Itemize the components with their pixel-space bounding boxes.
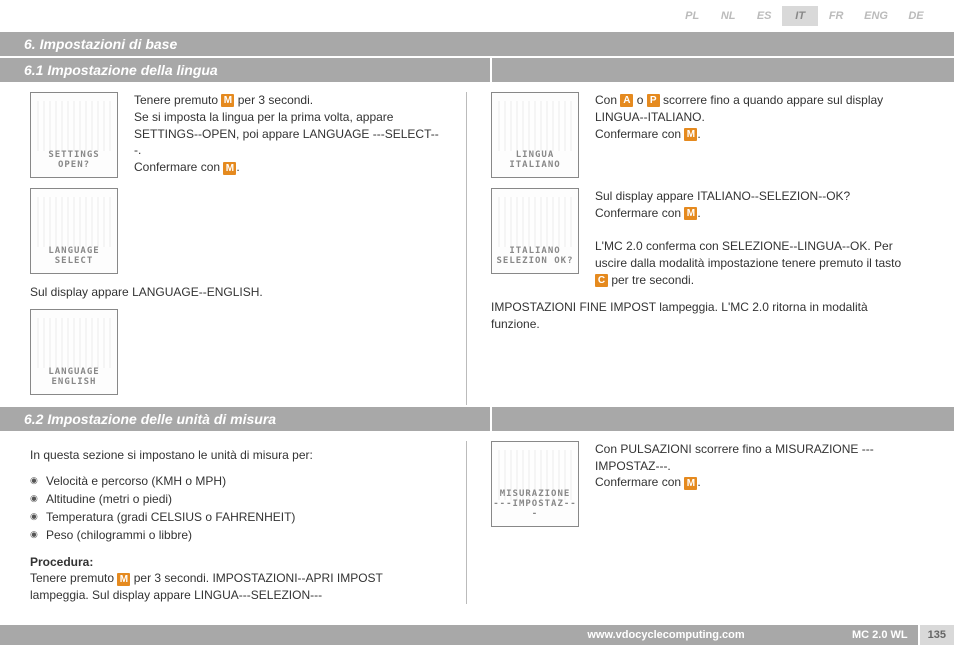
a-key-icon: A [620, 94, 633, 107]
units-list: Velocità e percorso (KMH o MPH) Altitudi… [30, 472, 442, 544]
text-display-english: Sul display appare LANGUAGE--ENGLISH. [30, 284, 442, 301]
section-6-1-header: 6.1 Impostazione della lingua [0, 58, 490, 82]
text-fine-impost: IMPOSTAZIONI FINE IMPOST lampeggia. L'MC… [491, 299, 903, 333]
m-key-icon: M [221, 94, 234, 107]
lcd-settings: SETTINGSOPEN? [30, 92, 118, 178]
footer-url: www.vdocyclecomputing.com [490, 625, 842, 645]
lcd-misurazione: MISURAZIONE---IMPOSTAZ--- [491, 441, 579, 527]
c-key-icon: C [595, 274, 608, 287]
m-key-icon: M [684, 128, 697, 141]
lang-tab-pl[interactable]: PL [674, 6, 710, 26]
lang-tab-it[interactable]: IT [782, 6, 818, 26]
list-item: Velocità e percorso (KMH o MPH) [30, 472, 442, 490]
p-key-icon: P [647, 94, 660, 107]
lcd-italiano-ok: ITALIANOSELEZION OK? [491, 188, 579, 274]
lcd-lingua-italiano: LINGUAITALIANO [491, 92, 579, 178]
header-fill [492, 407, 954, 431]
lang-tab-fr[interactable]: FR [818, 6, 854, 26]
text-pulsazioni: Con PULSAZIONI scorrere fino a MISURAZIO… [595, 441, 903, 491]
lang-tab-nl[interactable]: NL [710, 6, 746, 26]
m-key-icon: M [684, 477, 697, 490]
lang-tab-es[interactable]: ES [746, 6, 782, 26]
m-key-icon: M [223, 162, 236, 175]
section-6-header: 6. Impostazioni di base [0, 32, 954, 56]
footer-model: MC 2.0 WL [842, 625, 918, 645]
list-item: Temperatura (gradi CELSIUS o FAHRENHEIT) [30, 508, 442, 526]
m-key-icon: M [684, 207, 697, 220]
list-item: Peso (chilogrammi o libbre) [30, 526, 442, 544]
header-fill [492, 58, 954, 82]
lcd-language-english: LANGUAGEENGLISH [30, 309, 118, 395]
text-confirm-ok: Sul display appare ITALIANO--SELEZION--O… [595, 188, 903, 289]
lang-tab-eng[interactable]: ENG [854, 6, 898, 26]
page-footer: www.vdocyclecomputing.com MC 2.0 WL 135 [0, 625, 954, 645]
lcd-language-select: LANGUAGESELECT [30, 188, 118, 274]
text-units-intro: In questa sezione si impostano le unità … [30, 447, 442, 464]
list-item: Altitudine (metri o piedi) [30, 490, 442, 508]
language-tabs: PLNLESITFRENGDE [0, 0, 954, 30]
text-hold-m: Tenere premuto M per 3 secondi. Se si im… [134, 92, 442, 176]
procedure-block: Procedura: Tenere premuto M per 3 second… [30, 554, 442, 604]
lang-tab-de[interactable]: DE [898, 6, 934, 26]
page-number: 135 [920, 625, 954, 645]
text-scroll-ap: Con A o P scorrere fino a quando appare … [595, 92, 903, 142]
section-6-2-header: 6.2 Impostazione delle unità di misura [0, 407, 490, 431]
m-key-icon: M [117, 573, 130, 586]
